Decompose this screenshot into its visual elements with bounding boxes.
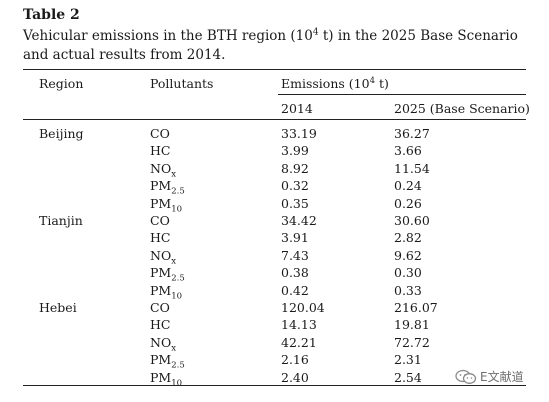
pollutant-name: NO — [150, 334, 172, 350]
pollutant-cell: PM10 — [150, 282, 183, 302]
pollutant-name: HC — [150, 317, 171, 333]
wechat-icon — [455, 369, 477, 384]
value-2014-cell: 0.38 — [281, 265, 309, 281]
value-2025-cell: 72.72 — [394, 334, 430, 350]
pollutant-name: NO — [150, 160, 172, 176]
value-2025-cell: 36.27 — [394, 126, 430, 141]
value-2025-cell: 0.24 — [394, 178, 422, 194]
value-2025-cell: 0.26 — [394, 195, 422, 211]
region-cell: Tianjin — [39, 213, 83, 228]
pollutant-cell: NOx — [150, 160, 176, 180]
value-2025-cell: 9.62 — [394, 247, 422, 263]
header-pollutants: Pollutants — [150, 76, 214, 91]
pollutant-subscript: 10 — [171, 291, 183, 302]
pollutant-name: HC — [150, 143, 171, 159]
pollutant-cell: HC — [150, 317, 170, 332]
pollutant-name: CO — [150, 300, 170, 315]
header-2025: 2025 (Base Scenario) — [394, 101, 530, 116]
watermark: E文献道 — [455, 368, 524, 385]
value-2014-cell: 0.35 — [281, 195, 309, 211]
pollutant-cell: NOx — [150, 247, 176, 267]
caption-text-1: Vehicular emissions in the BTH region (1… — [23, 28, 313, 44]
pollutant-cell: PM10 — [150, 195, 183, 215]
pollutant-cell: PM2.5 — [150, 265, 185, 283]
pollutant-name: PM — [150, 282, 172, 298]
top-rule — [23, 69, 526, 71]
caption-text-2: t) in the 2025 Base Scenario and actual … — [23, 28, 518, 63]
value-2014-cell: 2.40 — [281, 369, 309, 385]
watermark-text: E文献道 — [480, 370, 524, 384]
pollutant-cell: PM2.5 — [150, 352, 185, 370]
value-2025-cell: 19.81 — [394, 317, 430, 333]
header-emissions-post: t) — [374, 76, 389, 91]
header-emissions-sup: 4 — [369, 75, 375, 86]
value-2014-cell: 2.16 — [281, 352, 309, 368]
pollutant-subscript: 2.5 — [171, 360, 185, 371]
pollutant-cell: CO — [150, 300, 170, 315]
pollutant-subscript: 10 — [171, 204, 183, 215]
header-emissions-pre: Emissions (10 — [281, 76, 370, 91]
header-bottom-rule — [23, 119, 526, 120]
value-2025-cell: 2.82 — [394, 230, 422, 246]
value-2025-cell: 0.33 — [394, 282, 422, 298]
pollutant-name: PM — [150, 195, 172, 211]
value-2014-cell: 0.32 — [281, 178, 309, 194]
pollutant-subscript: x — [171, 169, 176, 180]
value-2025-cell: 2.54 — [394, 369, 422, 385]
pollutant-subscript: 2.5 — [171, 273, 185, 284]
value-2014-cell: 7.43 — [281, 247, 309, 263]
header-2014: 2014 — [281, 101, 313, 116]
region-cell: Beijing — [39, 126, 84, 141]
value-2025-cell: 216.07 — [394, 300, 438, 315]
value-2014-cell: 14.13 — [281, 317, 317, 333]
pollutant-subscript: 2.5 — [171, 186, 185, 197]
pollutant-name: PM — [150, 352, 172, 368]
value-2014-cell: 33.19 — [281, 126, 317, 141]
pollutant-cell: CO — [150, 213, 170, 228]
pollutant-subscript: x — [171, 256, 176, 267]
pollutant-name: NO — [150, 247, 172, 263]
pollutant-cell: NOx — [150, 334, 176, 354]
pollutant-name: HC — [150, 230, 171, 246]
caption-superscript: 4 — [312, 27, 319, 38]
pollutant-name: CO — [150, 126, 170, 141]
header-region: Region — [39, 76, 84, 91]
pollutant-name: PM — [150, 178, 172, 194]
value-2025-cell: 11.54 — [394, 160, 430, 176]
pollutant-cell: PM2.5 — [150, 178, 185, 196]
value-2014-cell: 42.21 — [281, 334, 317, 350]
header-emissions: Emissions (104 t) — [281, 76, 389, 91]
pollutant-subscript: 10 — [171, 378, 183, 389]
bottom-rule — [23, 385, 526, 387]
value-2014-cell: 120.04 — [281, 300, 325, 315]
value-2014-cell: 8.92 — [281, 160, 309, 176]
table-caption: Vehicular emissions in the BTH region (1… — [23, 27, 533, 65]
value-2025-cell: 3.66 — [394, 143, 422, 159]
value-2025-cell: 2.31 — [394, 352, 422, 368]
region-cell: Hebei — [39, 300, 77, 315]
table-label: Table 2 — [23, 7, 80, 23]
value-2014-cell: 3.99 — [281, 143, 309, 159]
pollutant-name: PM — [150, 369, 172, 385]
pollutant-subscript: x — [171, 343, 176, 354]
pollutant-name: CO — [150, 213, 170, 228]
emissions-subrule — [278, 94, 526, 95]
pollutant-cell: HC — [150, 230, 170, 245]
value-2014-cell: 3.91 — [281, 230, 309, 246]
pollutant-cell: CO — [150, 126, 170, 141]
value-2014-cell: 0.42 — [281, 282, 309, 298]
pollutant-cell: HC — [150, 143, 170, 158]
value-2025-cell: 30.60 — [394, 213, 430, 228]
value-2025-cell: 0.30 — [394, 265, 422, 281]
pollutant-cell: PM10 — [150, 369, 183, 389]
pollutant-name: PM — [150, 265, 172, 281]
value-2014-cell: 34.42 — [281, 213, 317, 228]
